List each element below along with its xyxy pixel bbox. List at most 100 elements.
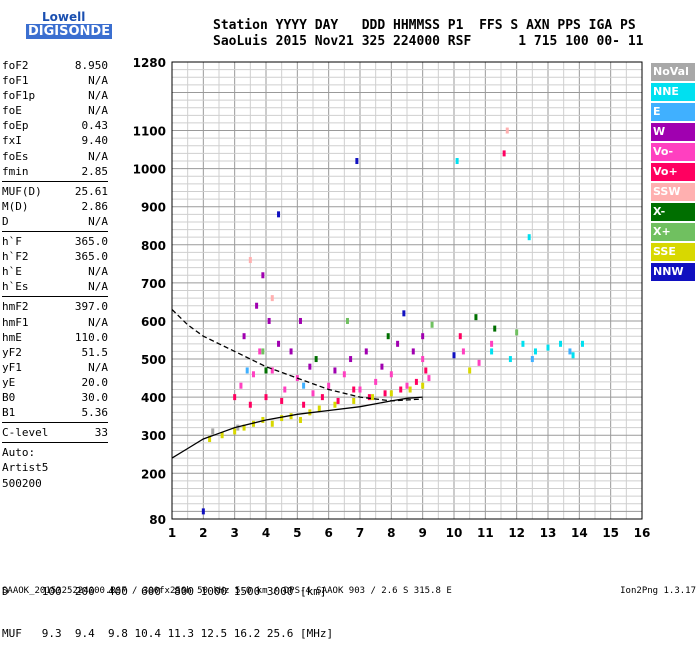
param-label: fmin xyxy=(2,164,29,178)
muf-frequency-row: MUF 9.3 9.4 9.8 10.4 11.3 12.5 16.2 25.6… xyxy=(2,627,334,640)
param-value: 9.40 xyxy=(81,134,109,148)
param-label: B1 xyxy=(2,406,16,420)
param-value: N/A xyxy=(88,89,108,103)
param-value: N/A xyxy=(88,315,108,329)
data-point xyxy=(277,211,281,218)
legend-item: X- xyxy=(651,203,695,221)
y-tick-label: 1280 xyxy=(133,56,166,70)
data-point xyxy=(421,382,425,389)
param-row: MUF(D) 25.61 xyxy=(2,184,108,199)
data-point xyxy=(527,234,531,241)
param-label: yF1 xyxy=(2,360,22,374)
data-point xyxy=(220,432,224,439)
param-row: foEp 0.43 xyxy=(2,118,108,133)
profile-curve-dashed xyxy=(171,309,423,402)
data-point xyxy=(333,401,337,408)
data-point xyxy=(580,340,584,347)
data-point xyxy=(405,382,409,389)
param-value: 25.61 xyxy=(74,184,108,198)
data-point xyxy=(386,333,390,340)
data-point xyxy=(477,359,481,366)
param-value: N/A xyxy=(88,149,108,163)
param-value: N/A xyxy=(88,280,108,294)
x-tick-label: 8 xyxy=(387,526,395,540)
data-point xyxy=(255,302,259,309)
data-point xyxy=(430,321,434,328)
param-label: h`E xyxy=(2,265,22,279)
legend-item: Vo- xyxy=(651,143,695,161)
param-row: yF1 N/A xyxy=(2,360,108,375)
data-point xyxy=(421,356,425,363)
param-value: 2.85 xyxy=(81,164,109,178)
x-tick-label: 15 xyxy=(602,526,619,540)
data-point xyxy=(298,416,302,423)
param-row: h`F 365.0 xyxy=(2,234,108,249)
y-tick-label: 1100 xyxy=(133,125,166,139)
data-point xyxy=(364,348,368,355)
parameter-panel: foF2 8.950 foF1 N/A foF1p N/A foE N/A foEp 0.43 fx… xyxy=(2,58,108,491)
param-label: yE xyxy=(2,375,16,389)
param-separator xyxy=(2,442,108,444)
param-value: N/A xyxy=(88,265,108,279)
x-tick-label: 1 xyxy=(168,526,176,540)
data-point xyxy=(490,348,494,355)
data-point xyxy=(508,356,512,363)
data-point xyxy=(358,386,362,393)
data-point xyxy=(270,295,274,302)
data-point xyxy=(302,401,306,408)
param-separator xyxy=(2,180,108,182)
data-point xyxy=(455,158,459,165)
param-label: h`F2 xyxy=(2,250,29,264)
data-point xyxy=(333,367,337,374)
data-point xyxy=(264,394,268,401)
data-point xyxy=(490,340,494,347)
data-point xyxy=(468,367,472,374)
param-label: M(D) xyxy=(2,199,29,213)
param-row: C-level 33 xyxy=(2,425,108,440)
param-row: D N/A xyxy=(2,214,108,229)
data-point xyxy=(505,127,509,134)
param-label: hmE xyxy=(2,330,22,344)
data-point xyxy=(367,394,371,401)
data-point xyxy=(283,386,287,393)
data-point xyxy=(277,340,281,347)
data-point xyxy=(380,363,384,370)
param-value: 110.0 xyxy=(74,330,108,344)
data-point xyxy=(421,333,425,340)
x-tick-label: 5 xyxy=(293,526,301,540)
data-point xyxy=(383,390,387,397)
data-point xyxy=(399,386,403,393)
data-point xyxy=(245,367,249,374)
data-point xyxy=(248,257,252,264)
param-label: foF1p xyxy=(2,89,36,103)
data-point xyxy=(242,424,246,431)
param-row: foF1 N/A xyxy=(2,73,108,88)
param-label: h`F xyxy=(2,235,22,249)
data-point xyxy=(201,508,205,515)
param-value: N/A xyxy=(88,214,108,228)
param-row: h`Es N/A xyxy=(2,279,108,294)
data-point xyxy=(289,413,293,420)
autoscaling-line2: Artist5 xyxy=(2,461,49,475)
legend-item: NNW xyxy=(651,263,695,281)
data-point xyxy=(251,420,255,427)
data-point xyxy=(261,272,265,279)
data-point xyxy=(317,405,321,412)
data-point xyxy=(239,382,243,389)
data-point xyxy=(461,348,465,355)
data-point xyxy=(571,352,575,359)
autoscaling-line3: 500200 xyxy=(2,476,42,490)
param-separator xyxy=(2,231,108,233)
x-tick-label: 11 xyxy=(477,526,494,540)
x-tick-label: 7 xyxy=(356,526,364,540)
data-point xyxy=(208,436,212,443)
param-separator xyxy=(2,296,108,298)
param-row: fmin 2.85 xyxy=(2,164,108,179)
plot-frame xyxy=(171,61,643,520)
param-label: foEs xyxy=(2,149,29,163)
param-row: hmE 110.0 xyxy=(2,330,108,345)
data-point xyxy=(248,401,252,408)
param-label: foEp xyxy=(2,119,29,133)
muf-distance-row: D 100 200 400 600 800 1000 1500 3000 [km… xyxy=(2,585,327,598)
x-tick-label: 16 xyxy=(634,526,651,540)
